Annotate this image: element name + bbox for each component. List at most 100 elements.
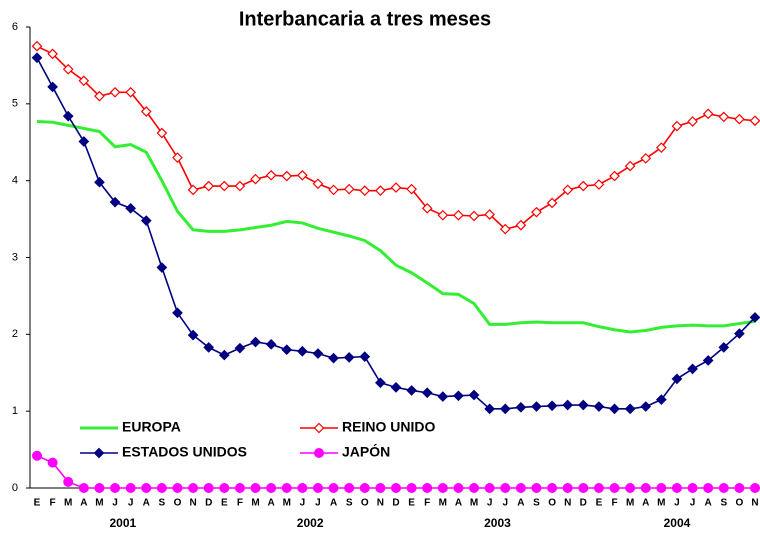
data-point — [156, 483, 167, 493]
data-point — [531, 483, 542, 493]
data-point — [156, 262, 168, 273]
legend-marker — [314, 448, 324, 458]
x-tick-label: A — [642, 498, 649, 509]
data-point — [281, 344, 293, 356]
data-point — [671, 120, 683, 132]
y-tick-label: 5 — [12, 98, 18, 110]
data-point — [109, 86, 121, 98]
data-point — [62, 63, 74, 75]
data-point — [453, 209, 464, 221]
data-point — [562, 184, 574, 196]
data-point — [421, 387, 433, 399]
data-point — [750, 483, 760, 493]
x-tick-label: J — [315, 498, 321, 509]
data-point — [484, 209, 496, 220]
x-tick-label: S — [720, 498, 727, 509]
data-point — [281, 170, 293, 182]
data-point — [624, 403, 636, 415]
x-tick-label: J — [487, 498, 493, 509]
data-point — [94, 483, 105, 493]
data-point — [484, 403, 496, 415]
data-point — [515, 401, 527, 413]
data-point — [577, 399, 589, 411]
legend-label: JAPÓN — [342, 443, 390, 460]
data-point — [593, 483, 604, 493]
data-point — [78, 75, 90, 87]
data-point — [187, 184, 199, 196]
data-point — [343, 352, 355, 363]
data-point — [203, 180, 215, 192]
x-tick-label: J — [502, 498, 508, 509]
data-point — [624, 160, 636, 172]
data-point — [500, 483, 511, 493]
x-tick-label: N — [751, 498, 758, 509]
data-point — [749, 312, 760, 323]
data-point — [234, 483, 245, 493]
x-tick-label: M — [439, 498, 447, 509]
data-point — [546, 197, 558, 209]
data-point — [749, 115, 760, 127]
x-tick-label: N — [189, 498, 196, 509]
data-point — [141, 483, 152, 493]
data-point — [499, 403, 511, 415]
data-point — [718, 342, 730, 353]
data-point — [593, 401, 605, 412]
data-point — [391, 483, 401, 493]
data-point — [265, 169, 277, 181]
data-point — [453, 390, 464, 402]
data-point — [94, 90, 105, 102]
data-point — [702, 108, 714, 120]
data-point — [437, 209, 449, 221]
data-point — [468, 210, 480, 222]
data-point — [687, 483, 698, 493]
data-point — [187, 329, 199, 341]
data-point — [577, 180, 589, 192]
data-point — [734, 483, 745, 493]
x-tick-label: E — [408, 498, 415, 509]
data-point — [593, 179, 605, 190]
data-point — [515, 483, 526, 493]
data-point — [562, 483, 573, 493]
data-point — [296, 169, 308, 181]
data-point — [172, 307, 183, 319]
data-point — [656, 483, 667, 493]
data-point — [421, 202, 433, 214]
x-tick-label: O — [736, 498, 744, 509]
data-point — [203, 483, 214, 493]
data-point — [266, 483, 277, 493]
data-point — [422, 483, 433, 493]
x-tick-label: D — [205, 498, 212, 509]
year-label: 2004 — [664, 516, 691, 530]
data-point — [406, 483, 417, 493]
x-tick-label: A — [517, 498, 524, 509]
data-point — [281, 483, 292, 493]
data-point — [125, 483, 136, 493]
y-tick-label: 3 — [12, 251, 18, 263]
data-point — [297, 483, 308, 493]
data-point — [515, 219, 527, 231]
chart-title: Interbancaria a tres meses — [239, 8, 491, 30]
x-tick-label: F — [611, 498, 617, 509]
year-label: 2001 — [109, 516, 136, 530]
x-tick-label: A — [268, 498, 275, 509]
year-label: 2002 — [297, 516, 324, 530]
data-point — [546, 400, 558, 412]
series-line — [36, 45, 756, 230]
x-tick-label: J — [674, 498, 680, 509]
data-point — [312, 348, 324, 359]
data-point — [609, 403, 620, 415]
data-point — [655, 394, 667, 405]
data-point — [140, 215, 152, 226]
data-point — [203, 342, 215, 353]
data-point — [671, 373, 683, 385]
data-point — [312, 178, 324, 190]
data-point — [609, 483, 620, 493]
data-point — [296, 345, 308, 357]
data-point — [359, 483, 370, 493]
year-label: 2003 — [484, 516, 511, 530]
data-point — [531, 206, 542, 218]
data-point — [172, 483, 183, 493]
y-tick-label: 0 — [12, 482, 18, 494]
data-point — [547, 483, 558, 493]
